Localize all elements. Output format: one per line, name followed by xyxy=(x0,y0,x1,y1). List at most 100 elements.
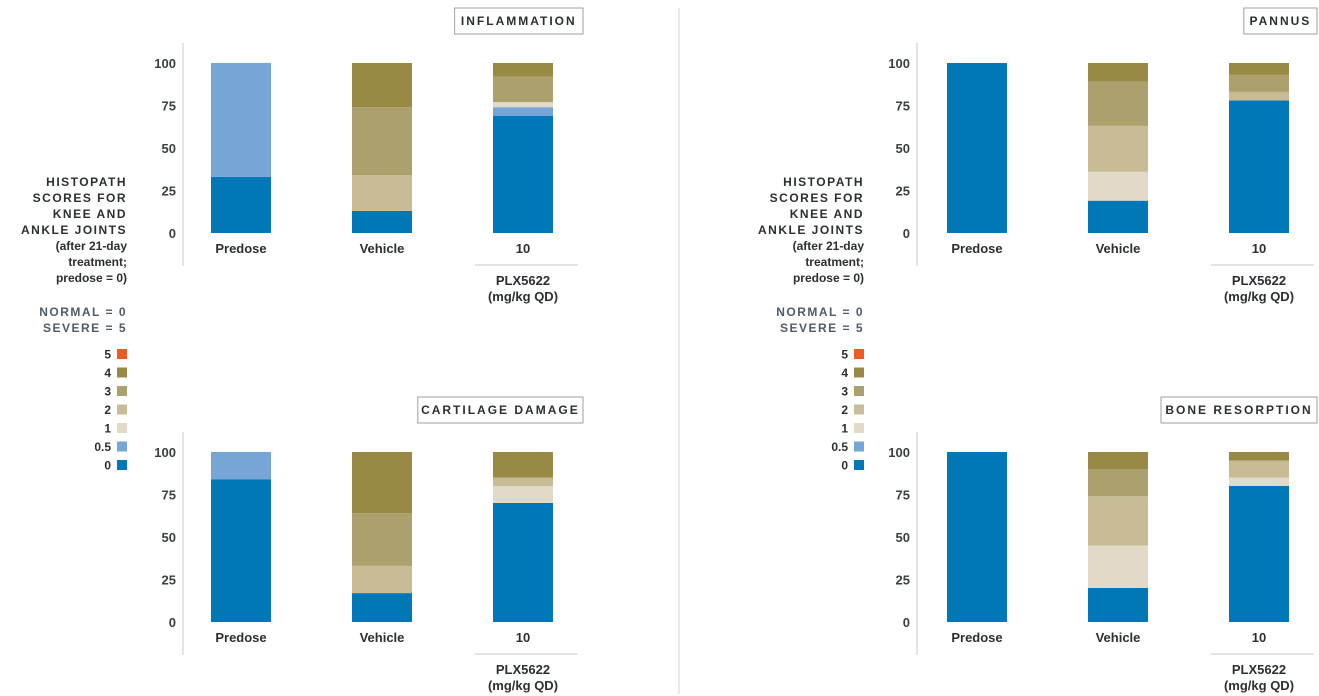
bar-segment-score-2 xyxy=(493,477,553,486)
y-tick-label: 75 xyxy=(896,99,910,114)
severe-label: SEVERE = 5 xyxy=(780,321,864,335)
group-label: (mg/kg QD) xyxy=(1224,678,1294,693)
x-category-label: Vehicle xyxy=(360,241,405,256)
legend-label: 5 xyxy=(104,348,111,362)
y-tick-label: 25 xyxy=(896,573,910,588)
legend-swatch xyxy=(117,460,127,470)
bar-segment-score-0-5 xyxy=(211,63,271,177)
legend-label: 3 xyxy=(841,385,848,399)
bar-segment-score-0 xyxy=(493,503,553,622)
bar-segment-score-0 xyxy=(1229,100,1289,234)
x-category-label: Vehicle xyxy=(1096,241,1141,256)
bar-segment-score-4 xyxy=(352,452,412,514)
legend-swatch xyxy=(854,404,864,415)
bar-segment-score-0 xyxy=(1088,200,1148,233)
bar-segment-score-0 xyxy=(947,63,1007,233)
bar-segment-score-2 xyxy=(352,565,412,594)
bar-segment-score-4 xyxy=(493,63,553,77)
bar-segment-score-2 xyxy=(352,175,412,211)
x-category-label: Predose xyxy=(951,630,1002,645)
legend-swatch xyxy=(854,367,864,378)
legend-label: 4 xyxy=(104,366,111,380)
legend-swatch xyxy=(854,460,864,470)
x-category-label: Predose xyxy=(951,241,1002,256)
legend-label: 4 xyxy=(841,366,848,380)
legend-swatch xyxy=(854,441,864,452)
x-category-label: 10 xyxy=(516,630,530,645)
y-tick-label: 100 xyxy=(154,56,176,71)
legend-swatch xyxy=(117,386,127,396)
chart-title-box xyxy=(417,396,584,424)
x-category-label: Vehicle xyxy=(360,630,405,645)
legend-swatch xyxy=(854,386,864,396)
legend-swatch xyxy=(854,349,864,359)
chart-title: CARTILAGE DAMAGE xyxy=(421,403,580,417)
legend-label: 1 xyxy=(104,422,111,436)
y-tick-label: 0 xyxy=(903,226,910,241)
chart-title: PANNUS xyxy=(1250,14,1312,28)
bar-segment-score-2 xyxy=(1088,125,1148,172)
y-tick-label: 25 xyxy=(896,184,910,199)
group-label: PLX5622 xyxy=(496,662,550,677)
group-label: PLX5622 xyxy=(1232,273,1286,288)
bar-segment-score-3 xyxy=(493,76,553,103)
group-label: PLX5622 xyxy=(1232,662,1286,677)
side-label-line: predose = 0) xyxy=(793,271,864,285)
bar-segment-score-0 xyxy=(352,210,412,233)
group-label: PLX5622 xyxy=(496,273,550,288)
bar-segment-score-0 xyxy=(493,115,553,233)
group-label: (mg/kg QD) xyxy=(488,289,558,304)
chart-title: INFLAMMATION xyxy=(461,14,577,28)
bar-segment-score-4 xyxy=(352,63,412,108)
bar-segment-score-4 xyxy=(493,452,553,478)
side-label-line: predose = 0) xyxy=(56,271,127,285)
y-tick-label: 75 xyxy=(162,488,176,503)
legend-label: 1 xyxy=(841,422,848,436)
bar-segment-score-0-5 xyxy=(493,107,553,116)
bar-segment-score-2 xyxy=(1229,460,1289,478)
panel-inflammation: INFLAMMATION 0 25 50 75 100 Predose Vehicle 10 PL… xyxy=(154,7,584,304)
chart-title-box xyxy=(1160,396,1318,424)
bar-segment-score-4 xyxy=(1088,63,1148,82)
y-tick-label: 75 xyxy=(896,488,910,503)
bar-segment-score-0 xyxy=(352,593,412,622)
side-label-line: treatment; xyxy=(68,255,127,269)
y-tick-label: 100 xyxy=(154,445,176,460)
legend-swatch xyxy=(117,349,127,359)
side-label-line: HISTOPATH xyxy=(783,175,864,189)
x-category-label: Vehicle xyxy=(1096,630,1141,645)
side-annotation-left: HISTOPATH SCORES FOR KNEE AND ANKLE JOINTS (… xyxy=(21,175,127,473)
side-label-line: SCORES FOR xyxy=(770,191,864,205)
side-label-line: ANKLE JOINTS xyxy=(21,223,127,237)
side-label-line: SCORES FOR xyxy=(33,191,127,205)
bar-segment-score-2 xyxy=(1088,496,1148,546)
y-tick-label: 0 xyxy=(903,615,910,630)
bar-segment-score-3 xyxy=(1088,81,1148,126)
y-tick-label: 50 xyxy=(896,141,910,156)
legend-swatch xyxy=(117,441,127,452)
y-tick-label: 75 xyxy=(162,99,176,114)
bar-segment-score-3 xyxy=(1088,469,1148,497)
severe-label: SEVERE = 5 xyxy=(43,321,127,335)
bar-segment-score-0 xyxy=(947,452,1007,622)
side-label-line: KNEE AND xyxy=(790,207,864,221)
legend-label: 0.5 xyxy=(94,440,111,454)
legend-label: 0.5 xyxy=(831,440,848,454)
panel-pannus: PANNUS 0 25 50 75 100 Predose Vehicle 10 PLX5622(… xyxy=(888,7,1318,304)
side-annotation-right: HISTOPATH SCORES FOR KNEE AND ANKLE JOINTS (… xyxy=(758,175,864,473)
legend-label: 5 xyxy=(841,348,848,362)
side-label-line: HISTOPATH xyxy=(46,175,127,189)
bar-segment-score-3 xyxy=(352,107,412,176)
panel-bone-resorption: BONE RESORPTION 0 25 50 75 100 Predose Vehicle 1… xyxy=(888,396,1318,693)
group-label: (mg/kg QD) xyxy=(488,678,558,693)
y-tick-label: 50 xyxy=(896,530,910,545)
bar-segment-score-4 xyxy=(1229,452,1289,461)
bar-segment-score-0 xyxy=(211,176,271,233)
bar-segment-score-1 xyxy=(1088,545,1148,588)
bar-segment-score-0 xyxy=(1088,588,1148,622)
legend-label: 0 xyxy=(104,459,111,473)
bar-segment-score-3 xyxy=(1229,74,1289,92)
legend-label: 3 xyxy=(104,385,111,399)
bar-segment-score-0 xyxy=(211,479,271,622)
